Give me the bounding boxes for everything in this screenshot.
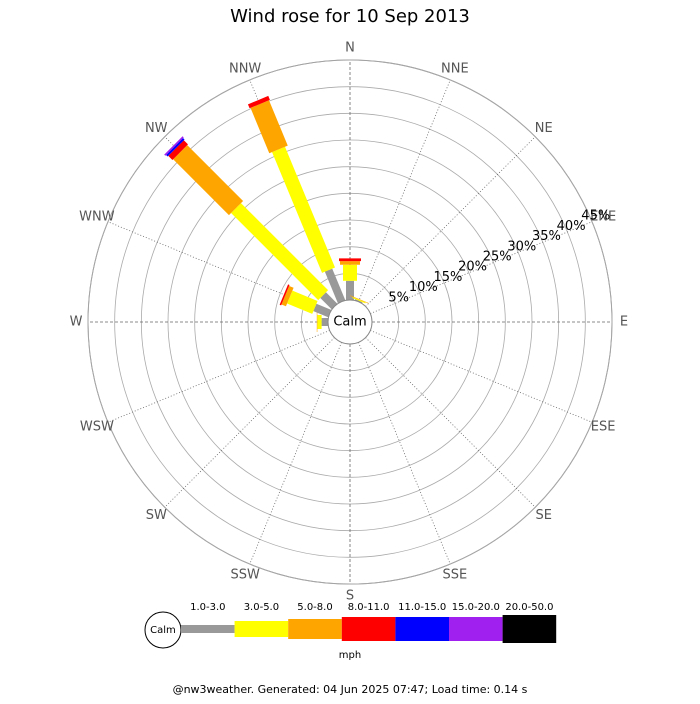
spoke bbox=[107, 330, 330, 423]
wind-bar bbox=[164, 136, 184, 156]
r-tick-label: 20% bbox=[458, 260, 487, 275]
wind-bar bbox=[339, 258, 361, 262]
direction-label: NNW bbox=[229, 61, 261, 76]
legend-swatch bbox=[341, 617, 396, 641]
legend-label: 1.0-3.0 bbox=[190, 602, 225, 613]
wind-bar bbox=[321, 318, 328, 326]
wind-bar bbox=[316, 312, 318, 332]
r-tick-label: 10% bbox=[409, 280, 438, 295]
legend-label: 3.0-5.0 bbox=[244, 602, 279, 613]
grid-ring bbox=[194, 166, 506, 478]
wind-bar bbox=[287, 290, 318, 314]
wind-bar bbox=[247, 95, 270, 109]
direction-label: SE bbox=[536, 508, 552, 523]
legend-label: 8.0-11.0 bbox=[348, 602, 390, 613]
legend-swatch bbox=[502, 615, 557, 643]
direction-label: SW bbox=[146, 508, 167, 523]
r-tick-label: 30% bbox=[507, 239, 536, 254]
spoke bbox=[370, 221, 593, 314]
chart-title: Wind rose for 10 Sep 2013 bbox=[230, 6, 470, 27]
legend-swatch bbox=[395, 617, 449, 641]
spoke bbox=[365, 136, 536, 307]
r-tick-label: 15% bbox=[433, 270, 462, 285]
wind-bar bbox=[340, 261, 360, 265]
r-tick-label: 25% bbox=[483, 250, 512, 265]
legend-label: 11.0-15.0 bbox=[398, 602, 446, 613]
spoke bbox=[358, 342, 451, 565]
legend-calm-label: Calm bbox=[150, 625, 176, 636]
wind-bar bbox=[352, 297, 366, 304]
wind-bar bbox=[173, 145, 244, 216]
direction-label: NW bbox=[145, 121, 168, 136]
r-tick-label: 5% bbox=[388, 290, 409, 305]
direction-label: ESE bbox=[591, 419, 616, 434]
wind-bar bbox=[281, 285, 294, 307]
spoke bbox=[358, 79, 451, 302]
legend-label: 5.0-8.0 bbox=[297, 602, 332, 613]
wind-bar bbox=[250, 100, 288, 154]
r-tick-label: 40% bbox=[557, 219, 586, 234]
spoke bbox=[370, 330, 593, 423]
wind-bar bbox=[349, 295, 369, 304]
wind-bar bbox=[346, 280, 354, 300]
direction-label: NNE bbox=[441, 61, 469, 76]
legend-swatch bbox=[288, 619, 342, 639]
r-tick-label: 45% bbox=[581, 209, 610, 224]
spoke bbox=[249, 342, 342, 565]
wind-bar bbox=[317, 315, 322, 329]
legend-label: 15.0-20.0 bbox=[452, 602, 500, 613]
legend-swatch bbox=[234, 621, 289, 637]
wind-bar bbox=[272, 146, 335, 273]
grid-ring bbox=[87, 59, 613, 585]
legend-swatch bbox=[449, 617, 503, 641]
direction-label: SSW bbox=[230, 568, 260, 583]
wind-bar bbox=[231, 203, 329, 301]
wind-bar bbox=[279, 284, 290, 306]
direction-label: WNW bbox=[79, 210, 115, 225]
wind-bar bbox=[168, 140, 188, 160]
wind-bar bbox=[324, 268, 346, 304]
calm-circle bbox=[327, 299, 373, 345]
direction-label: SSE bbox=[442, 568, 467, 583]
legend-label: 20.0-50.0 bbox=[505, 602, 553, 613]
spoke bbox=[164, 337, 335, 508]
wind-bar bbox=[343, 264, 357, 281]
r-tick-label: 35% bbox=[532, 229, 561, 244]
footer: @nw3weather. Generated: 04 Jun 2025 07:4… bbox=[173, 683, 528, 696]
legend-swatch bbox=[181, 625, 235, 633]
direction-label: ENE bbox=[590, 210, 616, 225]
calm-label: Calm bbox=[333, 315, 366, 330]
direction-label: W bbox=[70, 315, 83, 330]
direction-label: S bbox=[346, 589, 354, 604]
wind-bar bbox=[313, 303, 332, 318]
direction-label: WSW bbox=[80, 419, 114, 434]
direction-label: N bbox=[345, 41, 355, 56]
spoke bbox=[365, 337, 536, 508]
legend-unit: mph bbox=[339, 650, 361, 661]
grid-ring bbox=[274, 246, 426, 398]
wind-bar bbox=[166, 138, 185, 157]
direction-label: E bbox=[620, 315, 628, 330]
direction-label: NE bbox=[535, 121, 553, 136]
grid-ring bbox=[114, 86, 586, 558]
wind-bar bbox=[320, 292, 338, 310]
